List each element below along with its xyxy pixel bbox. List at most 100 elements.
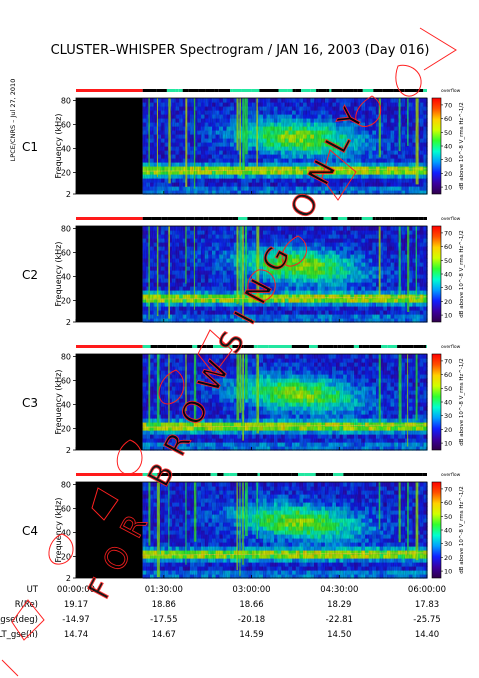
status-segment (287, 89, 293, 92)
colorbar-tick-label: 20 (444, 298, 452, 306)
status-segment (76, 89, 143, 92)
status-segment (312, 345, 318, 348)
status-segment (423, 345, 427, 348)
status-segment (407, 217, 419, 220)
status-segment (302, 217, 314, 220)
status-segment (381, 345, 388, 348)
status-segment (166, 345, 177, 348)
status-segment (347, 217, 355, 220)
status-segment (359, 217, 362, 220)
no-data-region (76, 98, 143, 194)
status-segment (203, 217, 209, 220)
status-segment (282, 217, 293, 220)
status-segment (405, 345, 411, 348)
y-tick-label: 2 (66, 190, 71, 199)
status-segment (278, 89, 288, 92)
y-axis-label: Frequency (kHz) (54, 242, 63, 307)
status-segment (343, 345, 354, 348)
status-segment (232, 217, 238, 220)
status-segment (182, 89, 189, 92)
status-segment (151, 217, 162, 220)
status-segment (423, 217, 427, 220)
overflow-label: overflow (441, 216, 461, 222)
overflow-label: overflow (441, 344, 461, 350)
status-segment (390, 217, 393, 220)
status-segment (259, 89, 267, 92)
status-segment (241, 89, 252, 92)
status-segment (357, 89, 363, 92)
status-segment (317, 345, 323, 348)
status-segment (251, 89, 260, 92)
status-segment (166, 89, 176, 92)
status-segment (418, 217, 424, 220)
status-segment (243, 345, 254, 348)
colorbar-tick-label: 70 (444, 229, 452, 237)
status-segment (411, 345, 414, 348)
spacecraft-label: C2 (22, 268, 38, 282)
status-segment (353, 89, 358, 92)
status-segment (206, 345, 214, 348)
status-segment (387, 345, 398, 348)
status-segment (76, 345, 143, 348)
status-segment (362, 345, 370, 348)
chart-title: CLUSTER–WHISPER Spectrogram / JAN 16, 20… (51, 43, 430, 58)
status-segment (280, 345, 292, 348)
status-segment (232, 345, 244, 348)
status-segment (273, 217, 283, 220)
status-segment (301, 89, 311, 92)
colorbar-tick-label: 40 (444, 143, 452, 151)
status-segment (177, 217, 186, 220)
status-segment (297, 345, 309, 348)
y-tick-label: 60 (61, 248, 71, 257)
status-segment (316, 89, 319, 92)
status-segment (238, 217, 248, 220)
status-segment (205, 89, 215, 92)
status-segment (369, 345, 381, 348)
status-segment (218, 89, 231, 92)
y-tick-label: 2 (66, 318, 71, 327)
status-segment (150, 345, 158, 348)
status-segment (331, 89, 343, 92)
status-segment (183, 345, 193, 348)
status-segment (381, 217, 386, 220)
status-segment (142, 89, 153, 92)
status-segment (404, 89, 417, 92)
status-segment (176, 345, 184, 348)
status-segment (220, 217, 229, 220)
status-segment (214, 89, 219, 92)
status-segment (342, 89, 346, 92)
colorbar-gradient (431, 97, 442, 195)
colorbar-gradient (431, 225, 442, 323)
status-segment (178, 89, 183, 92)
status-segment (268, 345, 280, 348)
status-segment (264, 217, 274, 220)
status-segment (213, 345, 225, 348)
colorbar-label: dB above 10^-8 V_rms Hz^-1/2 (459, 230, 465, 318)
y-tick-label: 20 (61, 296, 71, 305)
status-segment (331, 217, 338, 220)
status-bar (76, 89, 427, 92)
status-segment (296, 217, 303, 220)
status-segment (156, 89, 167, 92)
colorbar-tick-label: 30 (444, 156, 452, 164)
spectrogram-image (76, 226, 428, 323)
status-segment (257, 345, 269, 348)
status-segment (373, 89, 383, 92)
status-segment (194, 217, 204, 220)
status-segment (232, 89, 242, 92)
status-bar (76, 345, 427, 348)
status-segment (247, 217, 259, 220)
status-segment (258, 217, 265, 220)
no-data-region (76, 226, 143, 322)
colorbar-label: dB above 10^-8 V_rms Hz^-1/2 (459, 102, 465, 190)
status-segment (379, 217, 382, 220)
status-segment (401, 345, 405, 348)
y-tick-label: 40 (61, 144, 71, 153)
status-segment (341, 345, 344, 348)
y-tick-label: 80 (61, 96, 71, 105)
